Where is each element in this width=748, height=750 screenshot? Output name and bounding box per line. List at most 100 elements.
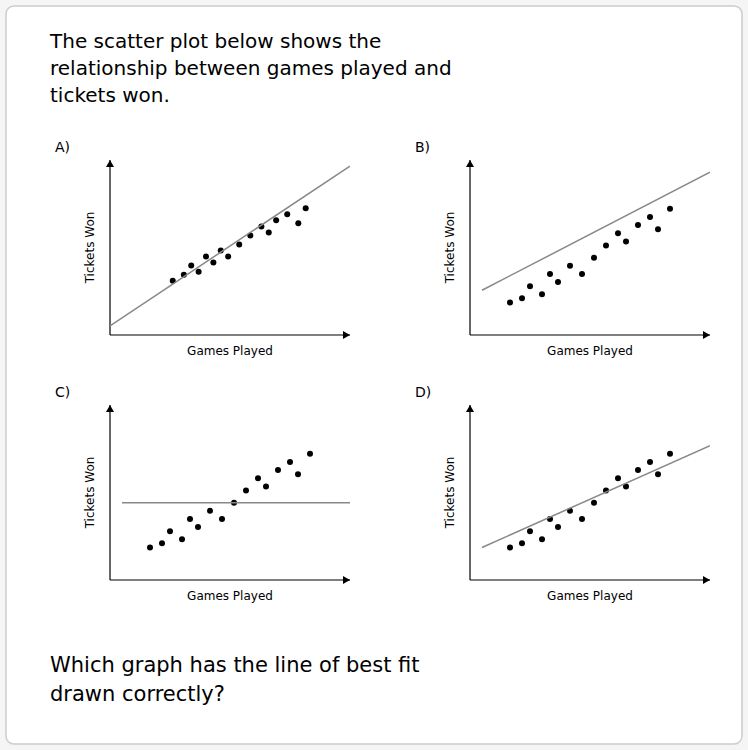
point [147,544,153,550]
marks [110,166,350,326]
marks [122,451,350,551]
question: Which graph has the line of best fit draw… [50,653,420,706]
point [243,487,249,493]
point [555,279,561,285]
y-label: Tickets Won [83,457,97,530]
point [219,516,225,522]
point [255,475,261,481]
point [647,214,653,220]
x-axis-arrow [703,576,710,584]
x-axis [470,334,710,335]
point [655,471,661,477]
point [159,540,165,546]
fit-line [482,446,710,548]
x-label: Games Played [187,589,273,603]
point [266,229,272,235]
x-label: Games Played [547,344,633,358]
y-axis-arrow [106,160,114,167]
page: The scatter plot below shows therelation… [0,0,748,750]
point [647,459,653,465]
point [188,263,194,269]
point [263,483,269,489]
point [196,269,202,275]
axes [466,160,710,339]
plot-area [110,405,350,580]
x-label: Games Played [187,344,273,358]
fit-line [110,166,350,326]
panel: B) Games Played Tickets Won [415,139,710,358]
panel-label: B) [415,139,430,155]
y-axis-arrow [466,405,474,412]
x-axis-arrow [343,331,350,339]
x-axis-arrow [343,576,350,584]
point [195,524,201,530]
point [547,271,553,277]
point [273,217,279,223]
title: The scatter plot below shows therelation… [49,29,452,107]
point [519,540,525,546]
point [615,230,621,236]
point [287,459,293,465]
plot-area [110,160,350,335]
point [225,254,231,260]
axes [106,405,350,584]
point [303,205,309,211]
panel-label: C) [55,384,70,400]
point [567,263,573,269]
point [519,295,525,301]
fit-line [122,502,350,504]
point [527,283,533,289]
axes [106,160,350,339]
y-axis [469,160,470,335]
point [236,241,242,247]
point [210,260,216,266]
point [187,516,193,522]
point [591,500,597,506]
card [6,6,742,744]
point [603,242,609,248]
point [635,222,641,228]
panel: D) Games Played Tickets Won [415,384,710,603]
fit-line [482,172,710,290]
axes [466,405,710,584]
x-axis [110,334,350,335]
x-axis [470,579,710,580]
question-line: Which graph has the line of best fit [50,653,420,677]
point [591,255,597,261]
point [623,238,629,244]
question-line: drawn correctly? [50,682,225,706]
point [667,451,673,457]
x-label: Games Played [547,589,633,603]
panel: A) Games Played Tickets Won [55,139,350,358]
point [275,467,281,473]
point [307,451,313,457]
title-line: The scatter plot below shows the [49,29,381,53]
point [284,211,290,217]
y-axis-arrow [106,405,114,412]
marks [482,446,710,551]
point [615,475,621,481]
point [579,516,585,522]
panel-label: A) [55,139,70,155]
y-label: Tickets Won [83,212,97,285]
point [667,206,673,212]
y-label: Tickets Won [443,457,457,530]
point [527,528,533,534]
point [635,467,641,473]
point [579,271,585,277]
panel-label: D) [415,384,431,400]
point [539,536,545,542]
point [655,226,661,232]
point [203,254,209,260]
point [295,471,301,477]
plot-area [470,405,710,580]
point [295,220,301,226]
y-axis [109,160,110,335]
point [167,528,173,534]
y-axis [469,405,470,580]
point [507,299,513,305]
point [207,508,213,514]
y-label: Tickets Won [443,212,457,285]
point [555,524,561,530]
x-axis [110,579,350,580]
